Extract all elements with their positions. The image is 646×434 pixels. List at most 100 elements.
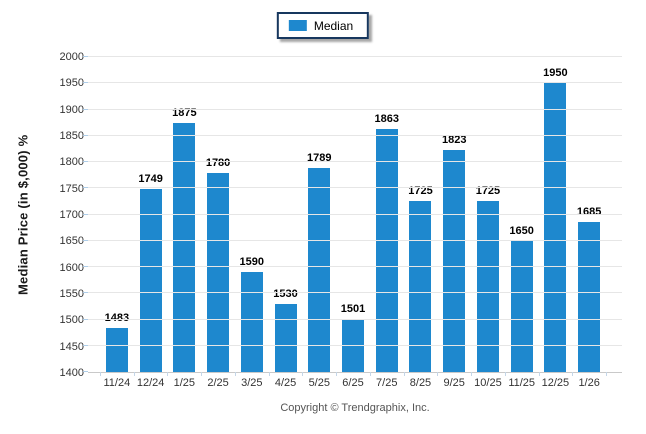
bar-value-label: 1950 xyxy=(543,67,568,80)
bar-value-label: 1590 xyxy=(239,256,265,269)
y-axis-tick-label: 1600 xyxy=(59,261,84,274)
bar-slot: 1823 xyxy=(437,57,471,372)
x-axis-tick-label: 7/25 xyxy=(376,377,398,389)
bar-slot: 1863 xyxy=(370,57,404,372)
x-axis-tick-mark xyxy=(538,372,540,376)
x-axis-tick-mark xyxy=(471,372,473,376)
x-axis-tick-label: 5/25 xyxy=(308,377,330,389)
y-axis-tick-mark xyxy=(83,108,88,110)
y-axis-tick-mark xyxy=(83,56,88,57)
bar xyxy=(375,128,398,372)
y-axis-tick-mark xyxy=(83,134,88,136)
legend-swatch-median xyxy=(288,20,307,31)
y-axis-labels: 1400 1450 1500 1550 1600 1650 1700 1750 1800 1850… xyxy=(44,51,84,379)
copyright-text: Copyright © Trendgraphix, Inc. xyxy=(280,402,430,414)
bar xyxy=(274,303,297,372)
x-axis-tick-label: 12/24 xyxy=(136,377,165,389)
y-axis-tick-label: 1800 xyxy=(59,156,84,169)
bar-value-label: 1749 xyxy=(138,172,163,185)
x-axis-tick-label: 1/26 xyxy=(578,377,600,389)
x-axis-tick-mark xyxy=(201,372,203,376)
bar-slot: 1530 xyxy=(269,57,303,372)
x-axis-tick-label: 6/25 xyxy=(342,377,364,389)
x-axis-labels: 11/24 12/24 1/25 2/25 3/25 4/25 5/25 6/25 7/25 8/… xyxy=(100,377,606,389)
x-axis-tick-label: 11/24 xyxy=(103,377,131,389)
x-axis-tick-mark xyxy=(369,372,371,376)
bar-value-label: 1875 xyxy=(172,106,197,119)
bar-slot: 1725 xyxy=(404,57,438,372)
bar-slot: 1590 xyxy=(235,57,269,372)
y-axis-tick-label: 1900 xyxy=(59,103,84,116)
bar xyxy=(544,83,567,372)
bar xyxy=(207,172,230,372)
bar-value-label: 1725 xyxy=(408,185,433,198)
gridline xyxy=(88,344,622,346)
gridline xyxy=(88,213,622,215)
x-axis-tick-mark xyxy=(572,372,574,376)
bar-slot: 1875 xyxy=(167,57,201,372)
y-axis-tick-label: 1550 xyxy=(59,288,84,300)
bar xyxy=(443,149,466,372)
y-axis-tick-mark xyxy=(83,82,88,84)
bar xyxy=(308,167,331,372)
x-axis-tick-mark xyxy=(403,372,405,376)
y-axis-tick-mark xyxy=(83,318,88,320)
x-axis-tick-mark xyxy=(437,372,439,376)
bar-value-label: 1823 xyxy=(441,133,467,146)
y-axis-tick-label: 1500 xyxy=(59,314,84,327)
legend-label-median: Median xyxy=(313,18,354,33)
x-axis-tick-label: 1/25 xyxy=(173,377,196,389)
y-axis-tick-mark xyxy=(83,213,88,215)
x-axis-tick-mark xyxy=(268,372,270,376)
bar-value-label: 1685 xyxy=(576,206,602,219)
x-axis-tick-mark xyxy=(606,372,607,376)
gridline xyxy=(88,266,622,267)
x-axis-tick-mark xyxy=(336,372,338,376)
bar-slot: 1483 xyxy=(100,57,134,372)
gridline xyxy=(88,239,622,241)
x-axis-tick-label: 10/25 xyxy=(474,377,502,389)
legend[interactable]: Median xyxy=(276,12,370,39)
bar xyxy=(139,188,162,372)
gridline xyxy=(88,292,622,294)
y-axis-tick-label: 1700 xyxy=(59,209,84,221)
bar-slot: 1685 xyxy=(572,57,606,372)
y-axis-tick-label: 1850 xyxy=(59,130,84,142)
bar-value-label: 1780 xyxy=(205,156,231,169)
x-axis-tick-mark xyxy=(504,372,506,376)
y-axis-tick-label: 1950 xyxy=(59,77,84,90)
x-axis-tick-label: 9/25 xyxy=(443,377,465,389)
x-axis-tick-label: 11/25 xyxy=(508,377,536,389)
y-axis-tick-mark xyxy=(83,239,88,241)
y-axis-tick-label: 1750 xyxy=(59,182,84,195)
x-axis-tick-mark xyxy=(133,372,135,376)
y-axis-tick-label: 1650 xyxy=(59,235,84,248)
bar-slot: 1650 xyxy=(505,57,539,372)
bar-value-label: 1725 xyxy=(475,185,501,198)
bar xyxy=(173,122,196,372)
bar-value-label: 1501 xyxy=(340,302,366,315)
y-axis-tick-mark xyxy=(83,371,88,372)
bar-value-label: 1863 xyxy=(374,112,399,125)
x-axis-tick-mark xyxy=(302,372,304,376)
x-axis-tick-label: 4/25 xyxy=(274,377,297,389)
bar-slot: 1725 xyxy=(471,57,505,372)
x-axis-tick-mark xyxy=(100,372,101,376)
y-axis-title: Median Price (in $,000) % xyxy=(15,134,31,296)
bar-value-label: 1483 xyxy=(104,312,130,325)
bar-slot: 1780 xyxy=(201,57,235,372)
bar-value-label: 1789 xyxy=(307,151,332,164)
bar xyxy=(510,240,533,372)
gridline xyxy=(88,82,622,84)
gridline xyxy=(88,108,622,110)
gridline xyxy=(88,134,622,136)
bar-slot: 1501 xyxy=(336,57,370,372)
x-axis-tick-label: 8/25 xyxy=(409,377,432,389)
y-axis-tick-mark xyxy=(83,187,88,189)
y-axis-tick-label: 1450 xyxy=(59,340,84,353)
bar xyxy=(578,222,601,372)
gridline xyxy=(88,318,622,320)
bar xyxy=(476,201,499,372)
bar-band: 1483 1749 1875 1780 1590 1530 1789 1501 1863 1725… xyxy=(100,57,606,372)
bar-value-label: 1650 xyxy=(509,224,534,237)
